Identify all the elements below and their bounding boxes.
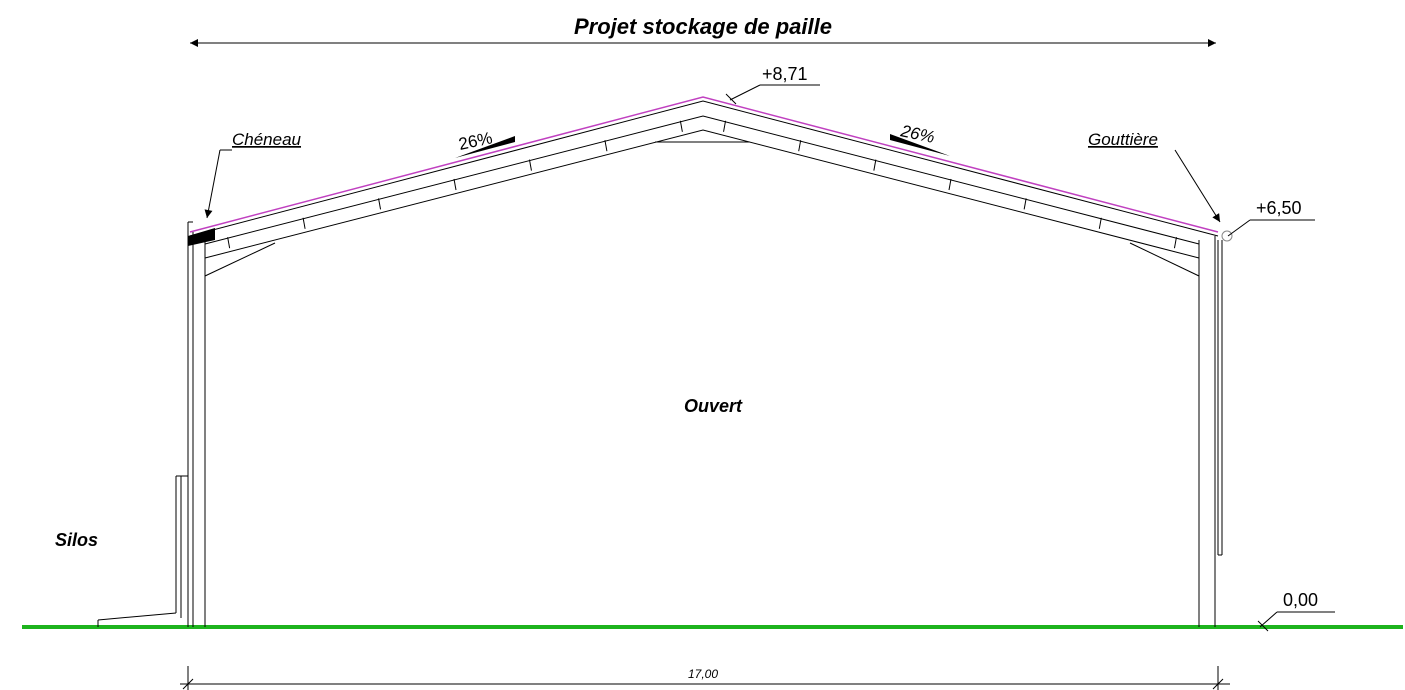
gutter-right: Gouttière (1088, 130, 1158, 149)
slope-mark (455, 136, 515, 158)
purlins (227, 120, 1177, 249)
gutter-left: Chéneau (232, 130, 302, 149)
purlin (798, 140, 802, 152)
purlin (723, 120, 727, 132)
purlin (1098, 217, 1102, 229)
purlin (1023, 198, 1027, 210)
interior-label: Ouvert (684, 396, 743, 416)
purlin (873, 159, 877, 171)
purlin (1173, 237, 1177, 249)
right-column (1198, 230, 1233, 627)
neighbor-label: Silos (55, 530, 98, 550)
leader (725, 93, 737, 105)
leader (204, 149, 221, 219)
purlin (453, 178, 457, 191)
purlin (528, 159, 532, 171)
slope-mark (890, 134, 950, 156)
silos (97, 475, 188, 627)
title: Projet stockage de paille (574, 14, 832, 39)
span-label: 17,00 (688, 667, 718, 681)
ground-level: 0,00 (1283, 590, 1318, 610)
leader (1174, 149, 1221, 223)
slope-left: 26% (457, 128, 494, 154)
purlin (378, 198, 382, 210)
purlin (227, 237, 231, 249)
eave-level: +6,50 (1256, 198, 1302, 218)
leader (1257, 620, 1269, 632)
purlin (679, 120, 683, 132)
leader (729, 84, 761, 101)
leader (1259, 611, 1278, 628)
purlin (948, 178, 952, 191)
roof (189, 96, 1219, 277)
leader (1227, 219, 1251, 237)
purlin (604, 140, 608, 152)
ridge-level: +8,71 (762, 64, 808, 84)
left-column (187, 221, 215, 627)
purlin (302, 217, 306, 229)
